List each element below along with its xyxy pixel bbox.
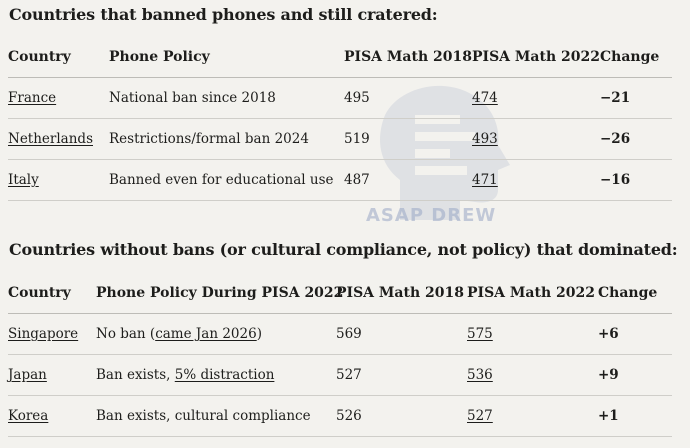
policy-link[interactable]: 5% distraction <box>174 367 275 383</box>
math-2018-cell: 519 <box>344 118 472 160</box>
col-header-math-2022: PISA Math 2022 <box>467 273 598 314</box>
policy-cell: No ban (came Jan 2026) <box>96 313 336 355</box>
country-link-japan[interactable]: Japan <box>8 367 47 383</box>
country-link-italy[interactable]: Italy <box>8 172 39 188</box>
section-title-banned: Countries that banned phones and still c… <box>9 5 438 24</box>
watermark-text: ASAP DREW <box>366 205 497 226</box>
math-2022-link[interactable]: 527 <box>467 408 493 424</box>
col-header-change: Change <box>600 37 672 78</box>
policy-cell: Banned even for educational use <box>109 159 344 201</box>
math-2018-cell: 527 <box>336 354 467 396</box>
math-2022-link[interactable]: 471 <box>472 172 498 188</box>
table-row: Korea Ban exists, cultural compliance 52… <box>8 395 672 437</box>
table-row: Italy Banned even for educational use 48… <box>8 159 672 201</box>
math-2022-link[interactable]: 474 <box>472 90 498 106</box>
policy-link[interactable]: came Jan 2026 <box>155 326 257 342</box>
math-2022-link[interactable]: 536 <box>467 367 493 383</box>
policy-text: Ban exists, <box>96 367 175 383</box>
col-header-math-2018: PISA Math 2018 <box>336 273 467 314</box>
policy-text-suffix: ) <box>256 326 262 342</box>
col-header-math-2018: PISA Math 2018 <box>344 37 472 78</box>
math-2022-link[interactable]: 575 <box>467 326 493 342</box>
col-header-country: Country <box>8 273 96 314</box>
math-2018-cell: 569 <box>336 313 467 355</box>
table-header-row: Country Phone Policy PISA Math 2018 PISA… <box>8 37 672 78</box>
change-cell: +1 <box>598 395 672 437</box>
policy-cell: Restrictions/formal ban 2024 <box>109 118 344 160</box>
country-link-france[interactable]: France <box>8 90 57 106</box>
col-header-country: Country <box>8 37 109 78</box>
policy-text: No ban ( <box>96 326 156 342</box>
math-2018-cell: 526 <box>336 395 467 437</box>
table-row: France National ban since 2018 495 474 −… <box>8 77 672 119</box>
change-cell: −26 <box>600 118 672 160</box>
table-row: Singapore No ban (came Jan 2026) 569 575… <box>8 313 672 355</box>
col-header-change: Change <box>598 273 672 314</box>
banned-countries-table: Country Phone Policy PISA Math 2018 PISA… <box>8 37 672 201</box>
change-cell: +6 <box>598 313 672 355</box>
no-ban-countries-table: Country Phone Policy During PISA 2022 PI… <box>8 273 672 437</box>
country-link-netherlands[interactable]: Netherlands <box>8 131 93 147</box>
country-link-korea[interactable]: Korea <box>8 408 49 424</box>
col-header-policy: Phone Policy During PISA 2022 <box>96 273 343 314</box>
country-link-singapore[interactable]: Singapore <box>8 326 79 342</box>
math-2022-link[interactable]: 493 <box>472 131 498 147</box>
col-header-math-2022: PISA Math 2022 <box>472 37 600 78</box>
math-2018-cell: 495 <box>344 77 472 119</box>
policy-cell: Ban exists, 5% distraction <box>96 354 336 396</box>
policy-cell: Ban exists, cultural compliance <box>96 395 336 437</box>
table-row: Japan Ban exists, 5% distraction 527 536… <box>8 354 672 396</box>
math-2018-cell: 487 <box>344 159 472 201</box>
policy-cell: National ban since 2018 <box>109 77 344 119</box>
change-cell: −16 <box>600 159 672 201</box>
table-header-row: Country Phone Policy During PISA 2022 PI… <box>8 273 672 314</box>
table-row: Netherlands Restrictions/formal ban 2024… <box>8 118 672 160</box>
col-header-policy: Phone Policy <box>109 37 344 78</box>
section-title-no-ban: Countries without bans (or cultural comp… <box>9 240 678 259</box>
change-cell: −21 <box>600 77 672 119</box>
change-cell: +9 <box>598 354 672 396</box>
